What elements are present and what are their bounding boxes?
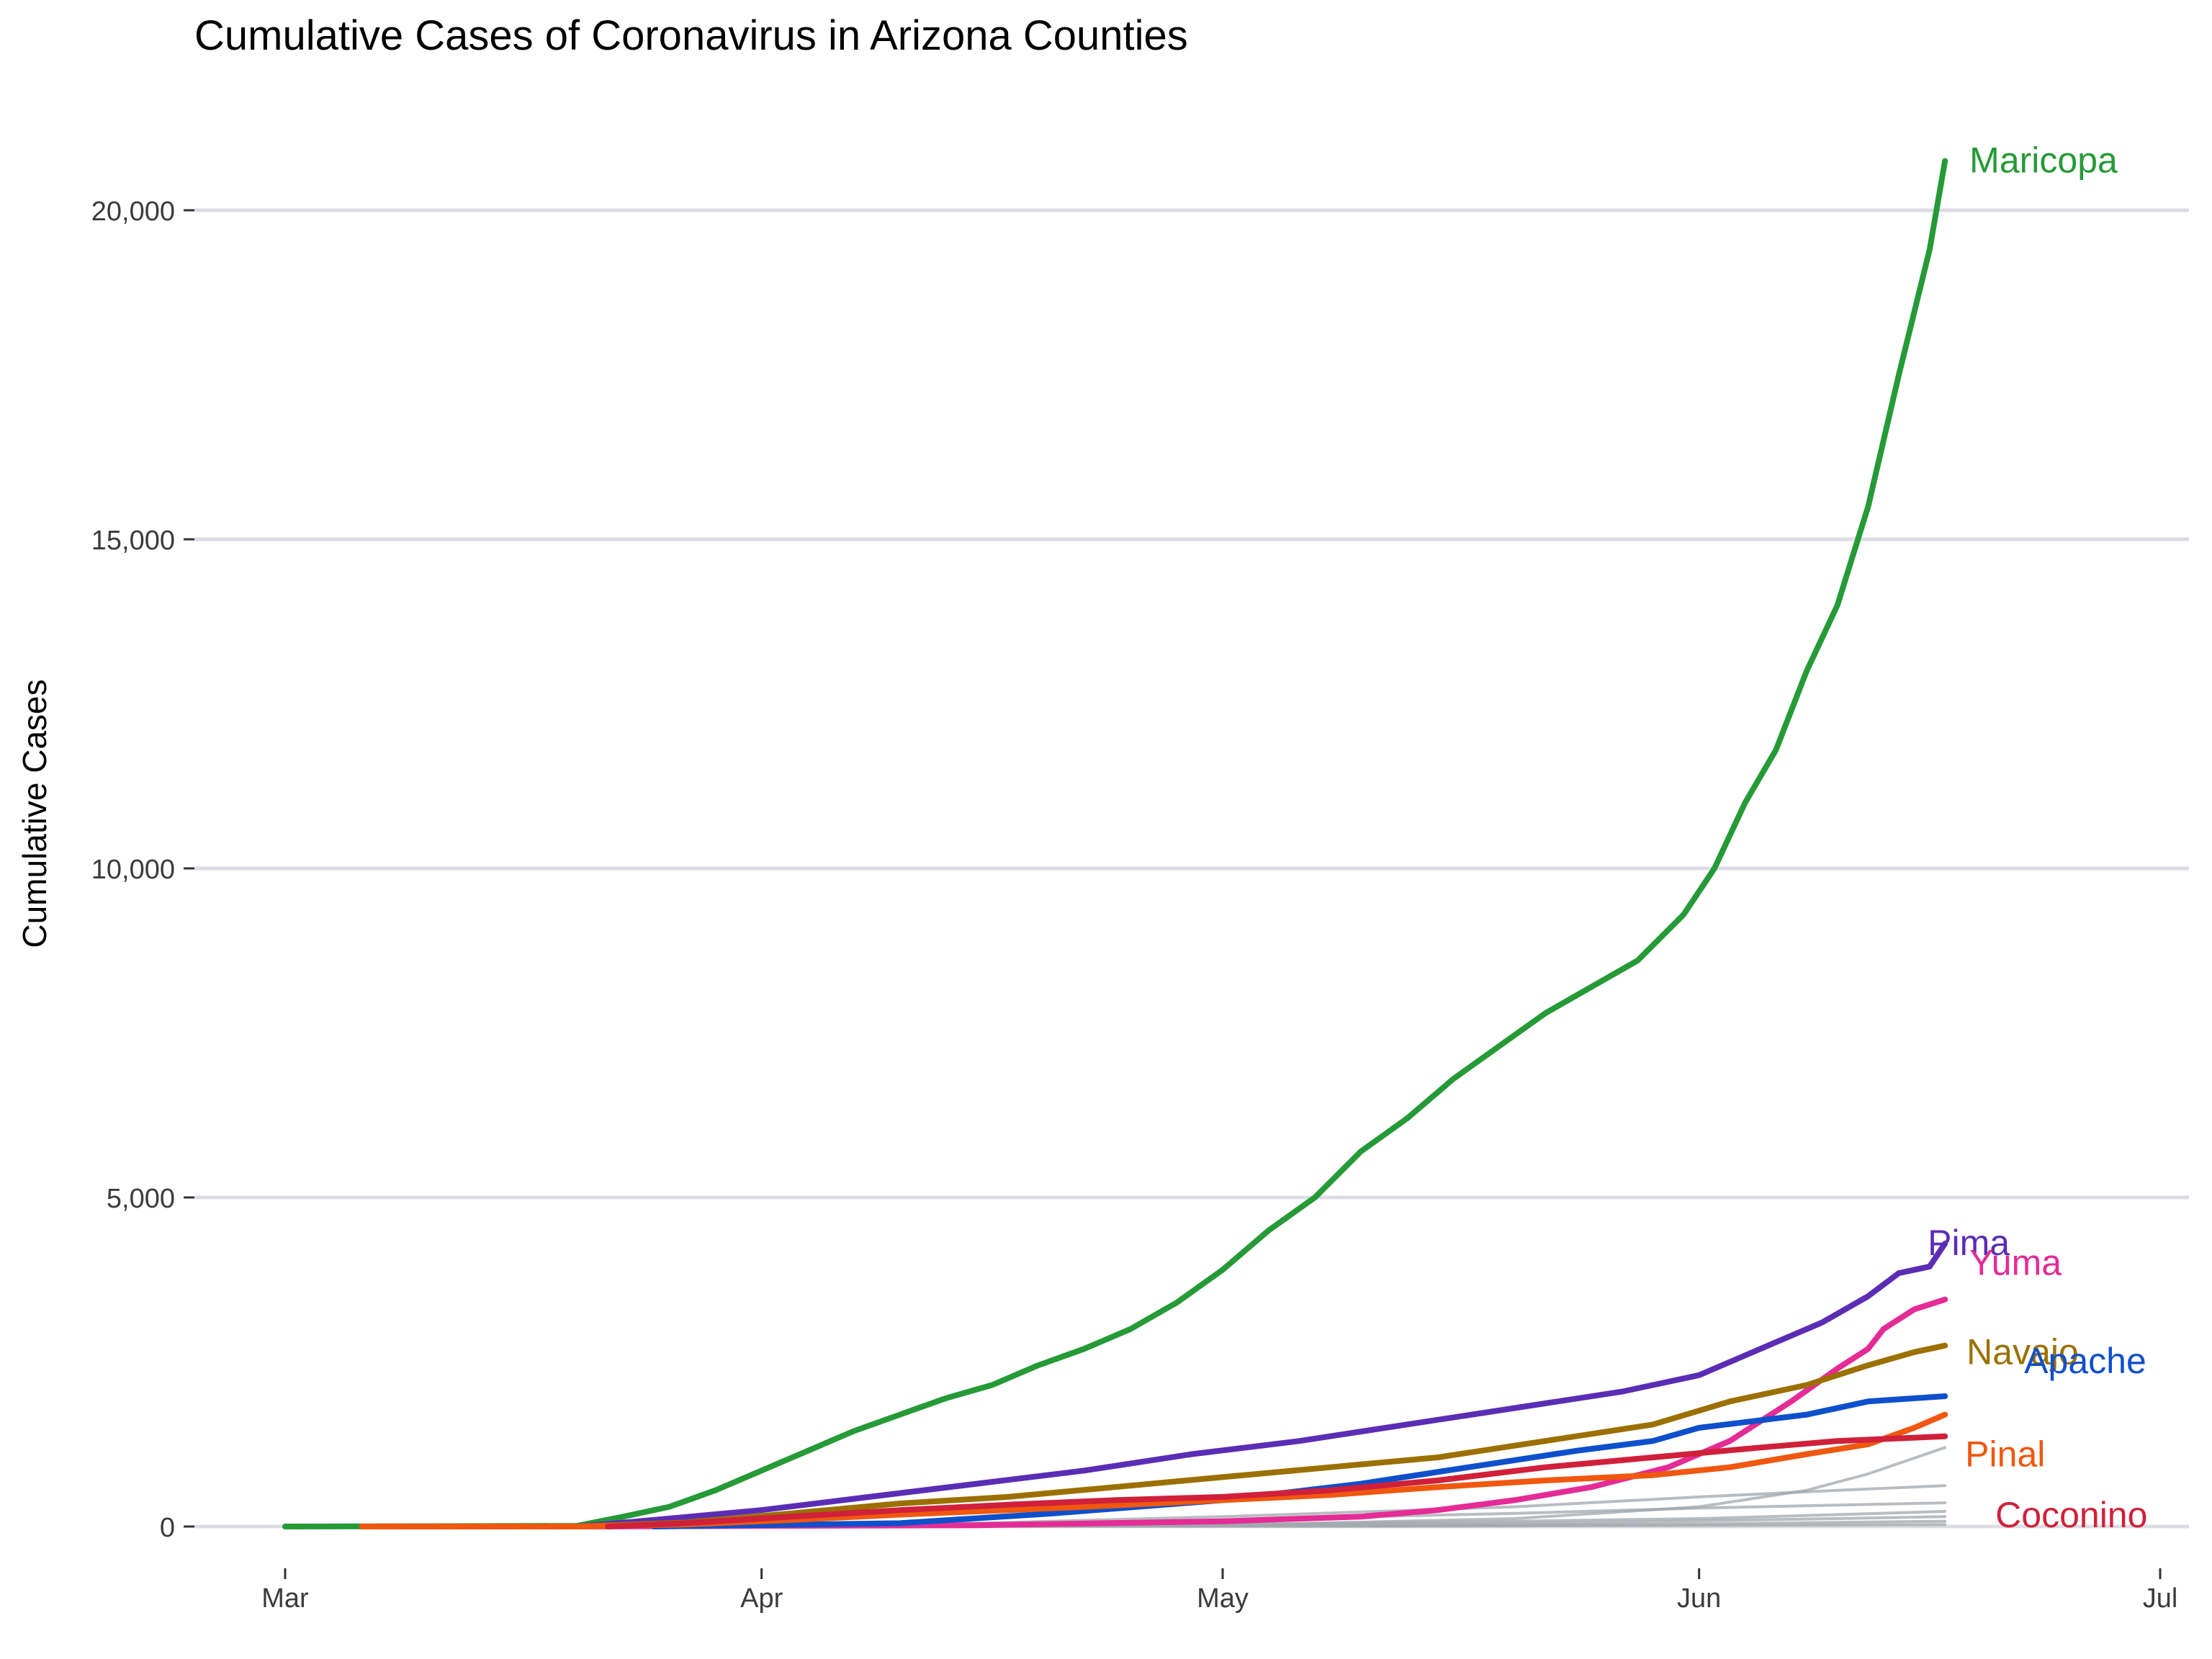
series-label-yuma: Yuma: [1969, 1243, 2062, 1283]
series-lines: [282, 158, 1948, 1529]
series-line-apache: [651, 1393, 1948, 1529]
x-tick-label: May: [1197, 1583, 1249, 1614]
x-tick-label: Jun: [1677, 1583, 1721, 1614]
series-label-apache: Apache: [2024, 1341, 2146, 1381]
x-tick-label: Apr: [740, 1583, 783, 1614]
axes: 0 5,000 10,000 15,000 20,000 Mar Apr May Jun Jul: [91, 197, 2178, 1614]
series-line-navajo: [574, 1342, 1948, 1529]
chart-title: Cumulative Cases of Coronavirus in Arizo…: [194, 12, 1188, 59]
series-label-pima: Pima: [1928, 1223, 2010, 1263]
series-line-maricopa: [282, 158, 1948, 1529]
x-tick-label: Jul: [2143, 1583, 2178, 1614]
series-label-coconino: Coconino: [1995, 1495, 2147, 1535]
y-axis-title: Cumulative Cases: [16, 679, 53, 948]
series-line-pinal: [359, 1411, 1948, 1529]
series-label-navajo: Navajo: [1966, 1332, 2079, 1372]
y-tick-label: 15,000: [91, 526, 175, 556]
y-tick-label: 20,000: [91, 197, 175, 227]
y-tick-label: 0: [160, 1513, 175, 1543]
y-tick-label: 5,000: [107, 1184, 175, 1214]
series-line-coconino: [605, 1433, 1948, 1529]
y-tick-label: 10,000: [91, 855, 175, 885]
series-line-pima: [574, 1241, 1948, 1529]
x-tick-label: Mar: [261, 1583, 309, 1614]
series-label-pinal: Pinal: [1965, 1434, 2045, 1475]
series-line-yuma: [574, 1296, 1948, 1529]
series-label-maricopa: Maricopa: [1969, 140, 2118, 180]
